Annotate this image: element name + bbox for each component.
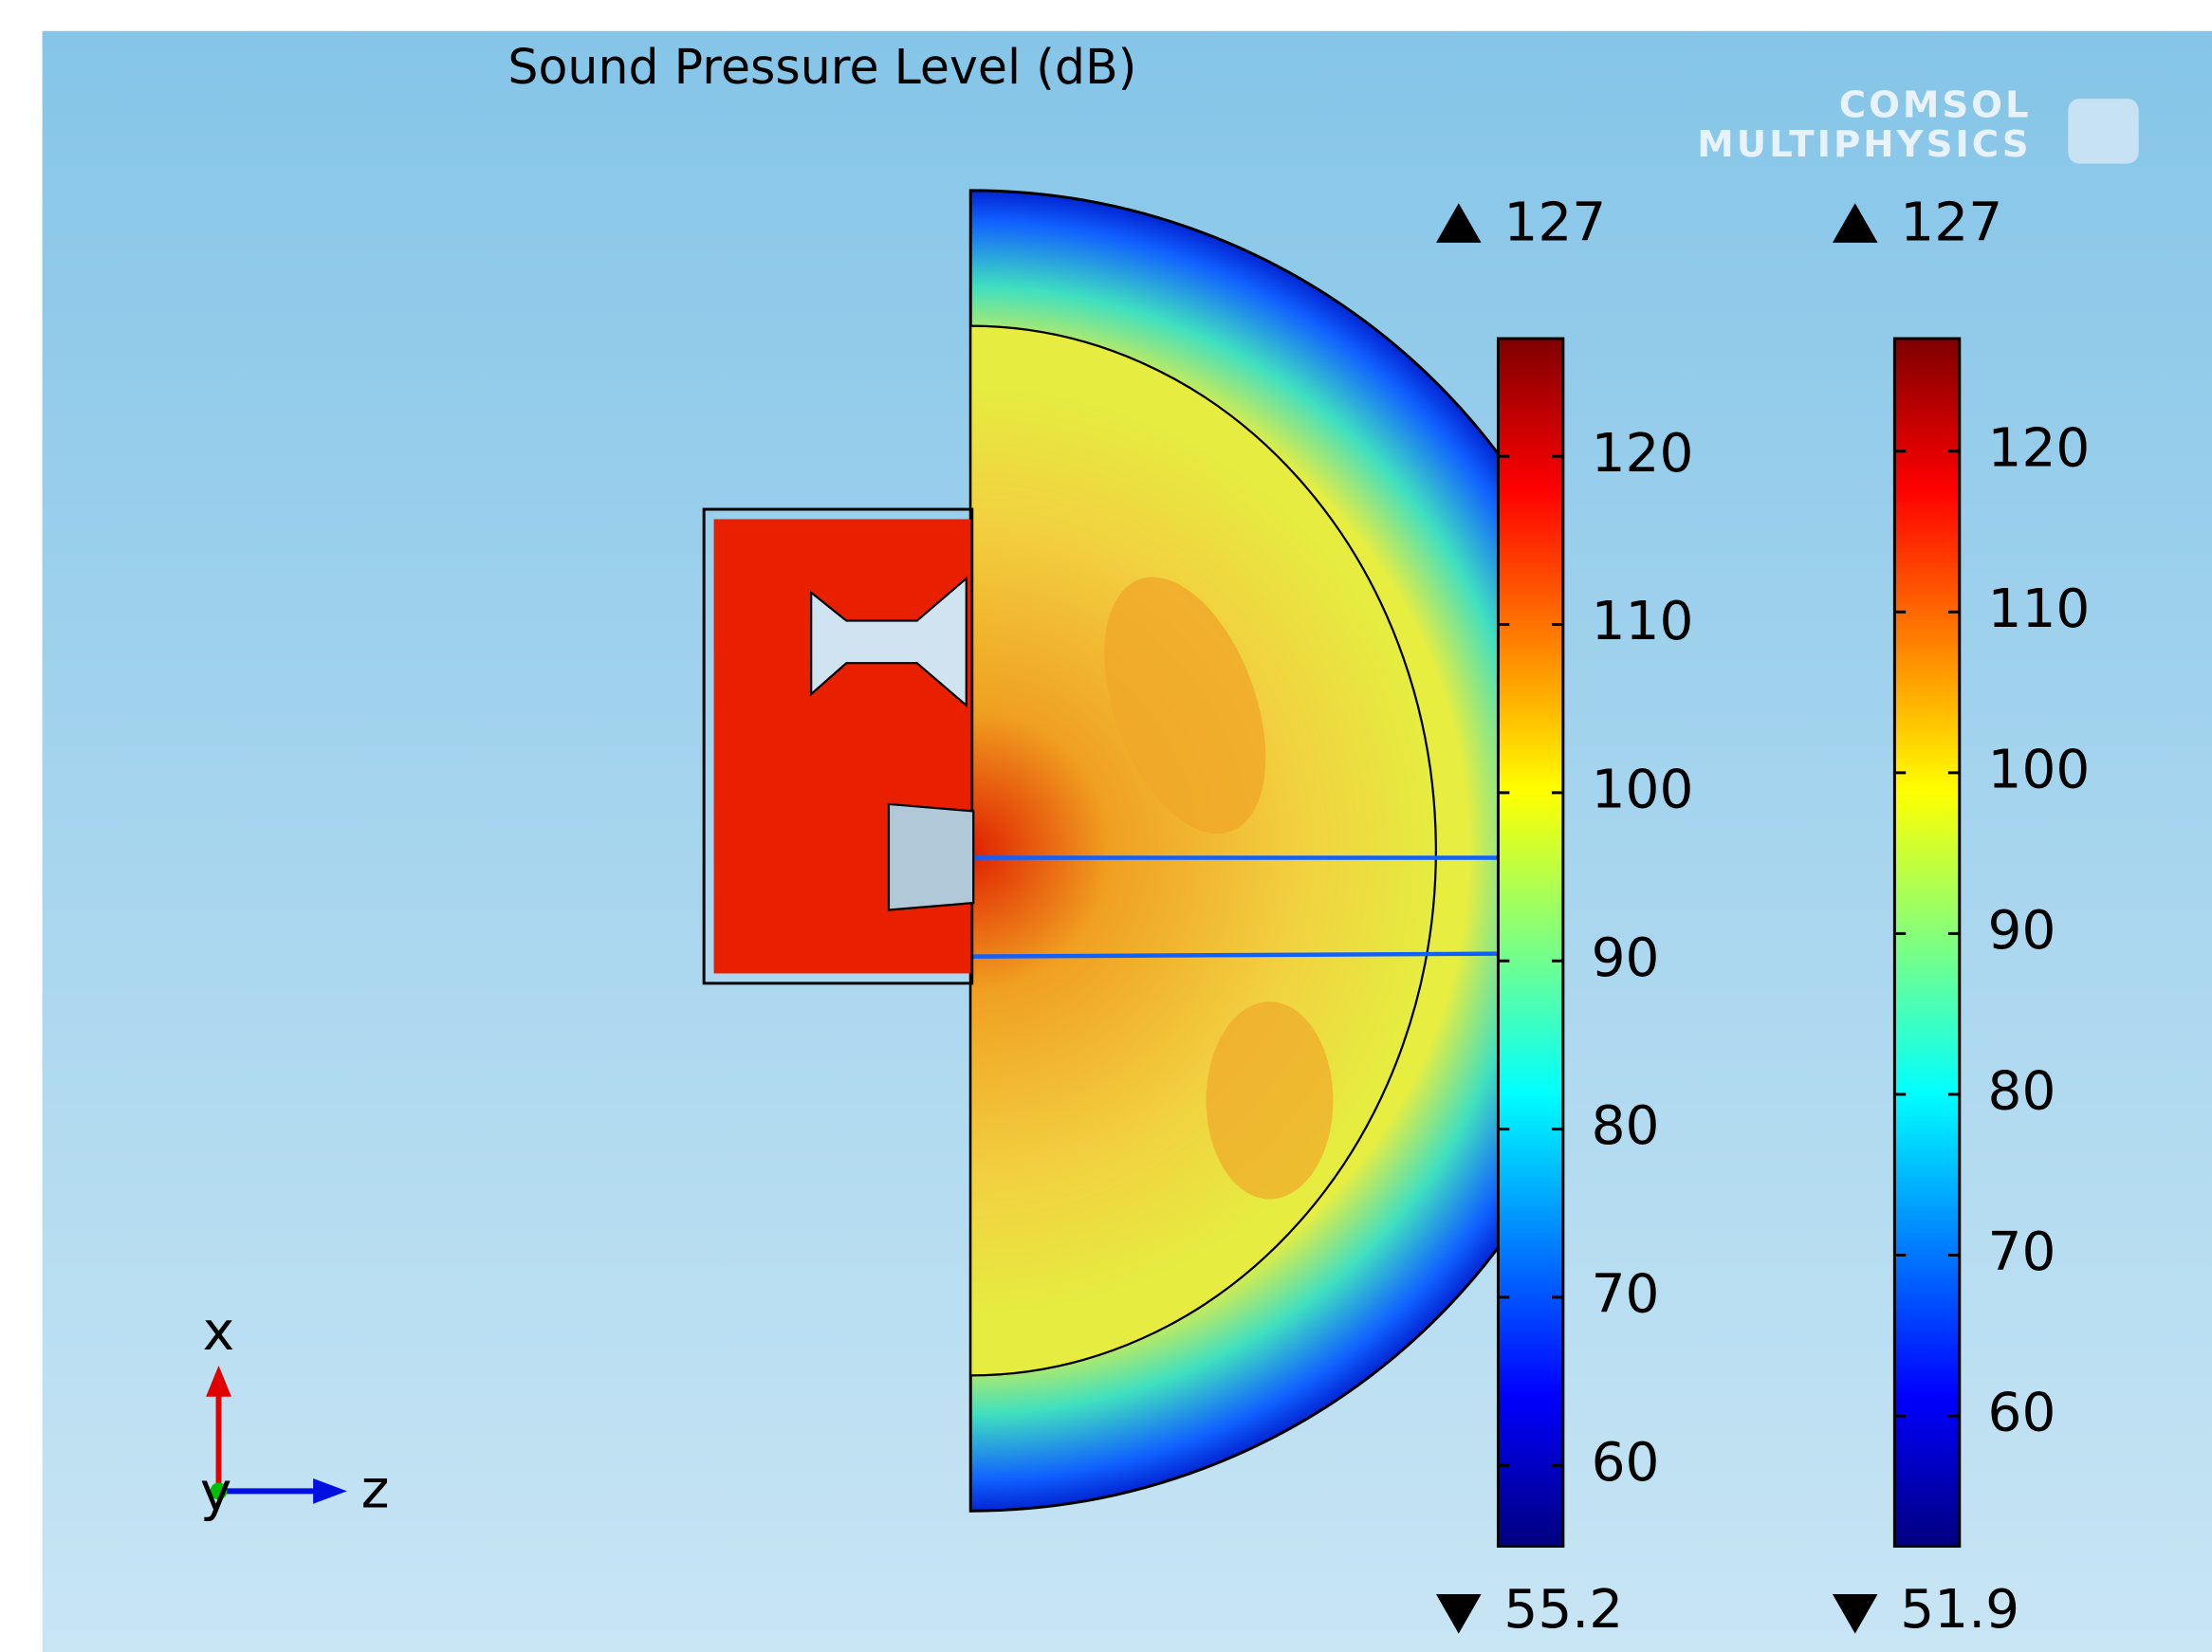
axis-label: x — [203, 1301, 234, 1363]
tick-label: 70 — [1592, 1264, 1660, 1326]
min-label: 51.9 — [1900, 1579, 2019, 1641]
min-label: 55.2 — [1503, 1579, 1623, 1641]
tick-label: 100 — [1592, 760, 1694, 821]
tweeter — [889, 804, 973, 910]
tick-label: 60 — [1592, 1432, 1660, 1494]
tick-label: 110 — [1988, 578, 2091, 640]
plot-title: Sound Pressure Level (dB) — [507, 39, 1136, 95]
axis-label: z — [361, 1459, 390, 1521]
colorbar — [1894, 339, 1959, 1546]
tick-label: 110 — [1592, 591, 1694, 652]
plot-window: Sound Pressure Level (dB) COMSOL MULTIPH… — [0, 0, 2212, 1652]
watermark: MULTIPHYSICS — [1697, 123, 2031, 166]
tick-label: 120 — [1592, 423, 1694, 485]
watermark: COMSOL — [1839, 84, 2032, 127]
colorbar — [1498, 339, 1562, 1546]
tick-label: 70 — [1988, 1221, 2056, 1283]
logo — [2068, 99, 2138, 163]
max-label: 127 — [1503, 193, 1606, 254]
tick-label: 120 — [1988, 417, 2091, 479]
page: {"title": "Sound Pressure Level (dB)", "… — [0, 0, 2212, 1652]
tick-label: 80 — [1592, 1095, 1660, 1157]
tick-label: 90 — [1988, 900, 2056, 962]
tick-label: 100 — [1988, 739, 2091, 800]
axis-label: y — [200, 1461, 231, 1523]
field-lobe — [1207, 1001, 1334, 1199]
max-label: 127 — [1900, 193, 2002, 254]
boundary-line — [970, 954, 1498, 957]
tick-label: 60 — [1988, 1383, 2056, 1444]
tick-label: 90 — [1592, 927, 1660, 989]
tick-label: 80 — [1988, 1061, 2056, 1123]
